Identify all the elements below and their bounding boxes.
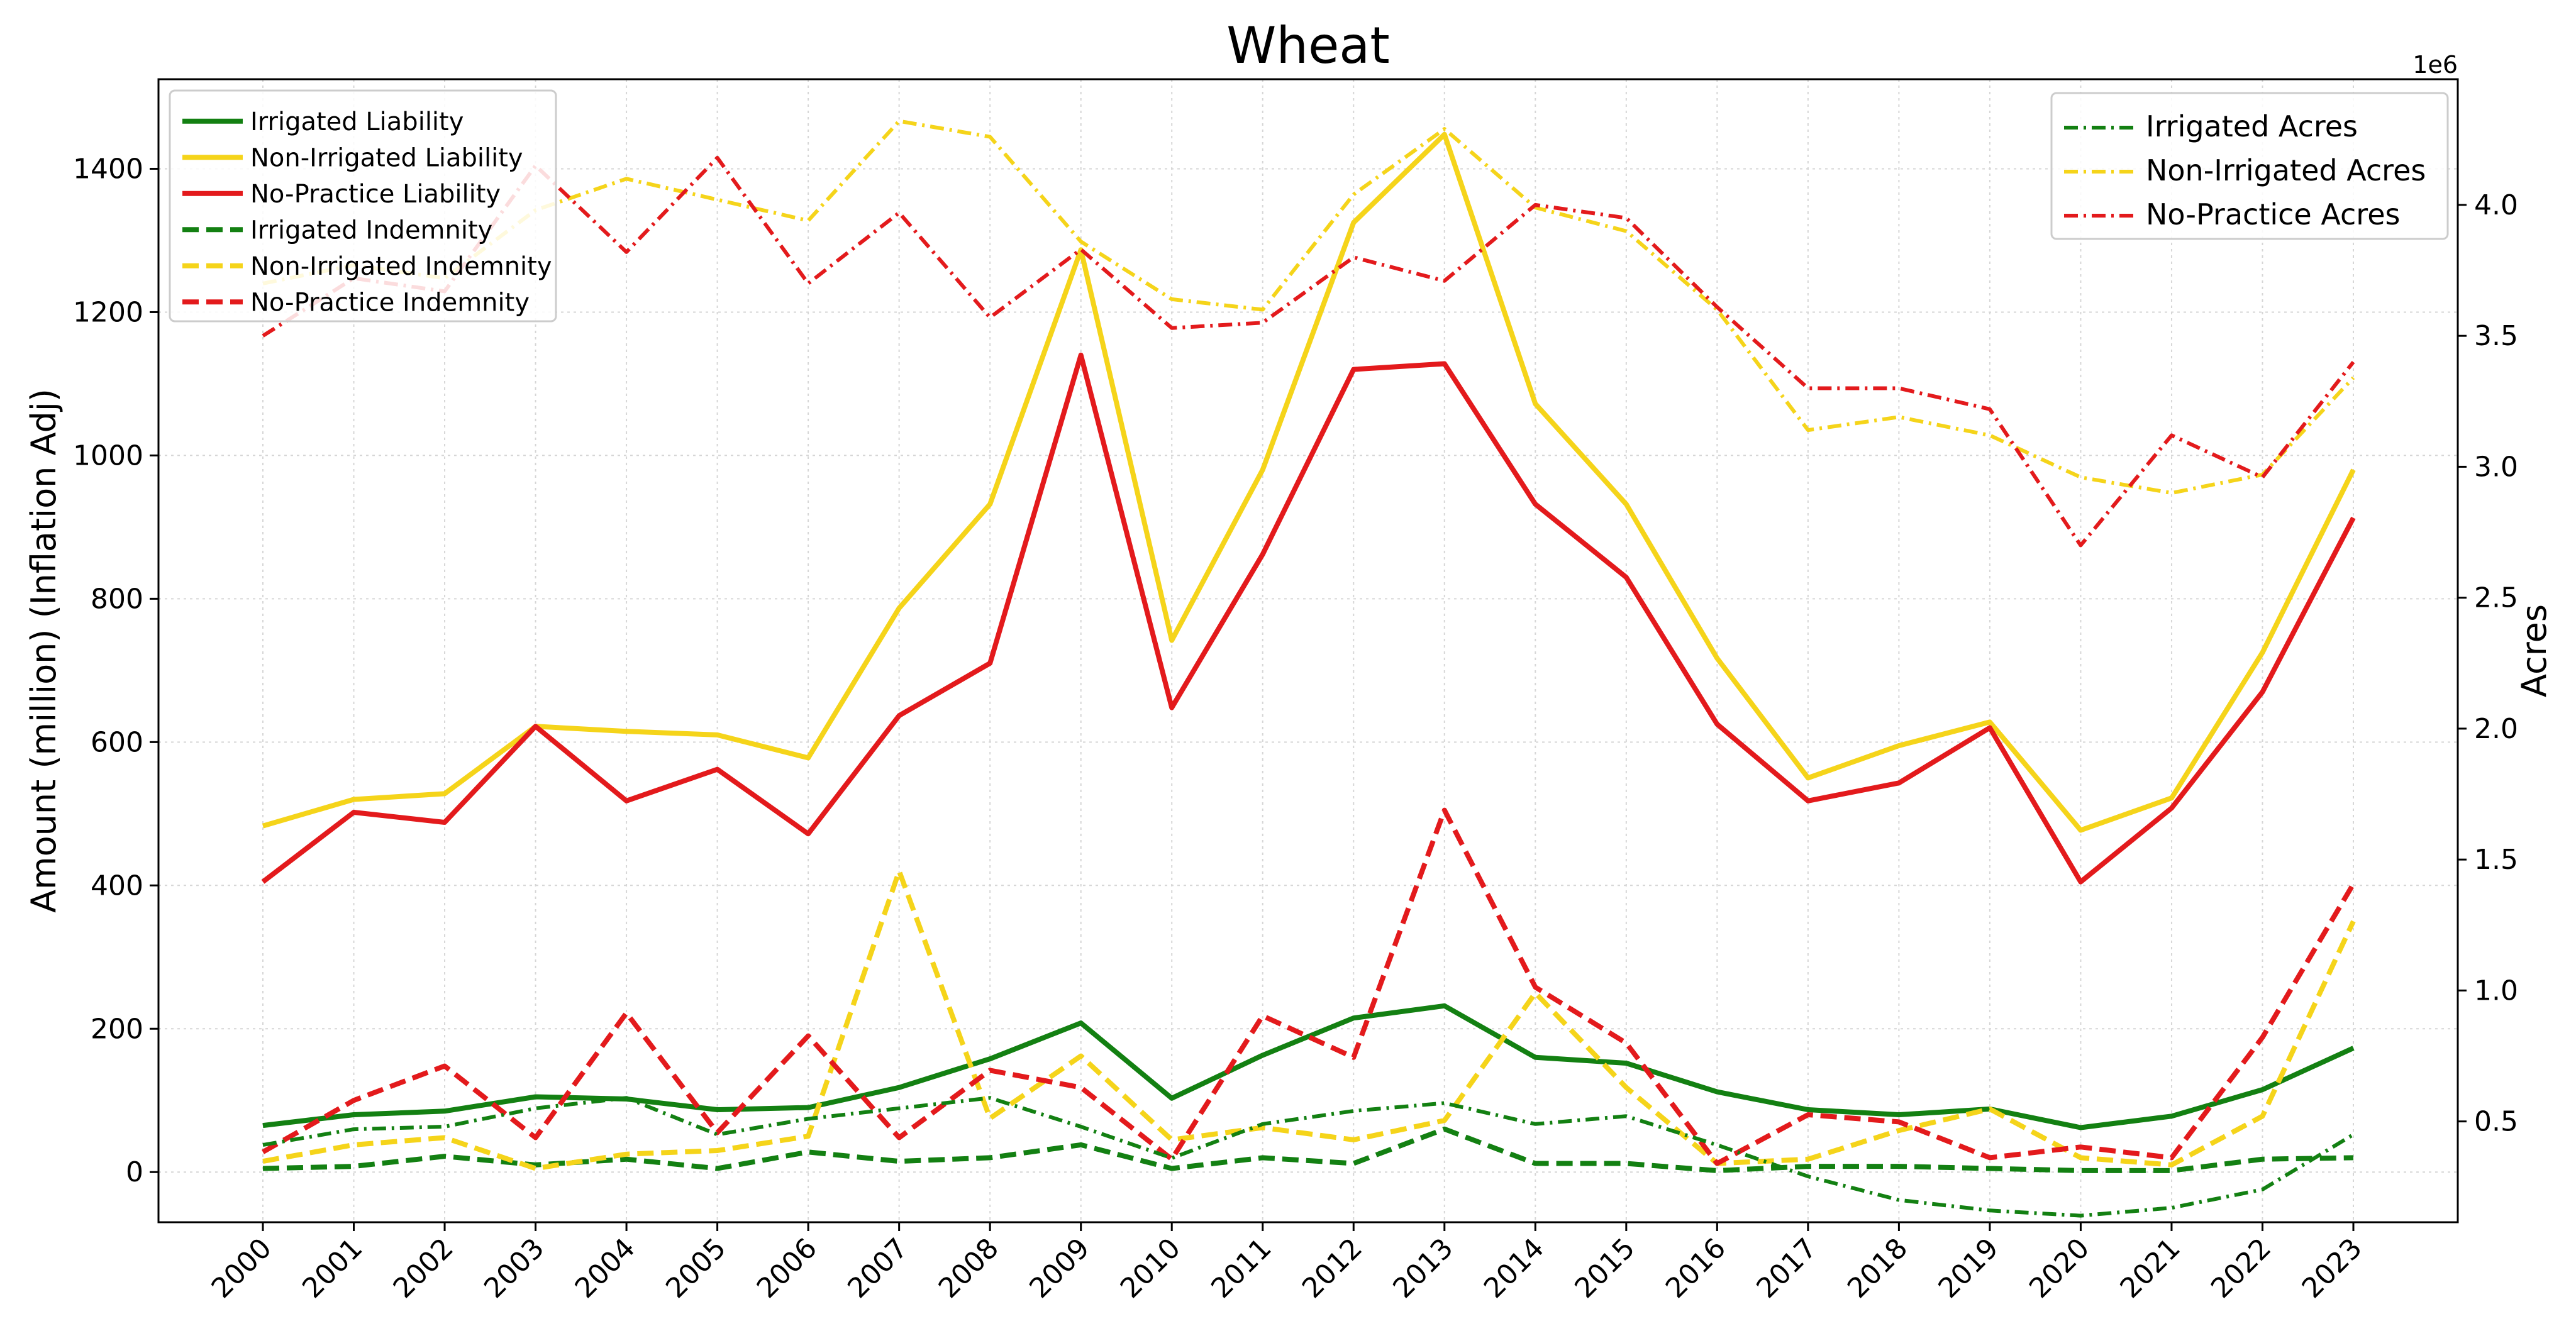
legend-entry: No-Practice Acres: [2146, 197, 2400, 231]
series-line-non-irrigated-liability: [262, 131, 2356, 833]
y-tick-label: 400: [91, 870, 143, 902]
legend-entry: No-Practice Liability: [250, 180, 501, 209]
plot-frame: [157, 78, 2459, 1223]
y-tick-label: 200: [91, 1013, 143, 1045]
series-line-no-practice-acres: [262, 155, 2355, 548]
chart-title: Wheat: [1226, 16, 1389, 75]
series-line-no-practice-indemnity: [262, 807, 2356, 1166]
y-tick-label: 800: [91, 583, 143, 615]
series-line-no-practice-liability: [261, 352, 2356, 885]
series-layer: [261, 119, 2356, 1218]
legend-entry: Irrigated Liability: [250, 108, 464, 136]
y2-tick-label: 3.5: [2474, 320, 2518, 352]
legend-entry: Non-Irrigated Indemnity: [250, 252, 552, 281]
series-line-irrigated-indemnity: [262, 1126, 2354, 1173]
y2-tick-label: 3.0: [2474, 451, 2518, 483]
legend-entry: Non-Irrigated Liability: [250, 143, 523, 172]
series-line-non-irrigated-acres: [262, 119, 2355, 495]
y2-tick-label: 4.0: [2474, 189, 2518, 221]
legend-entry: No-Practice Indemnity: [250, 288, 530, 317]
y2-tick-label: 2.0: [2474, 713, 2518, 745]
y2-tick-label: 0.5: [2474, 1106, 2518, 1138]
legend-left: Irrigated Liability Non-Irrigated Liabili…: [169, 89, 557, 323]
series-line-irrigated-acres: [262, 1096, 2355, 1218]
y-tick-label: 1400: [73, 153, 143, 185]
y2-tick-label: 1.5: [2474, 844, 2518, 876]
legend-box: [2050, 92, 2449, 240]
legend-box: [169, 89, 557, 323]
legend-entry: Non-Irrigated Acres: [2146, 153, 2426, 187]
series-line-non-irrigated-indemnity: [262, 868, 2356, 1171]
y2-offset-label: 1e6: [2412, 51, 2458, 79]
legend-entry: Irrigated Acres: [2146, 109, 2358, 143]
y-tick-label: 0: [126, 1156, 143, 1188]
y2-tick-label: 1.0: [2474, 975, 2518, 1007]
y2-tick-label: 2.5: [2474, 582, 2518, 614]
y-axis-label: Amount (million) (Inflation Adj): [24, 389, 64, 913]
y2-axis-label: Acres: [2514, 604, 2554, 697]
y-tick-label: 600: [91, 726, 143, 758]
legend-right: Irrigated Acres Non-Irrigated Acres No-Pra…: [2050, 92, 2449, 240]
y-tick-label: 1000: [73, 439, 143, 472]
legend-entry: Irrigated Indemnity: [250, 216, 492, 245]
y-tick-label: 1200: [73, 296, 143, 328]
